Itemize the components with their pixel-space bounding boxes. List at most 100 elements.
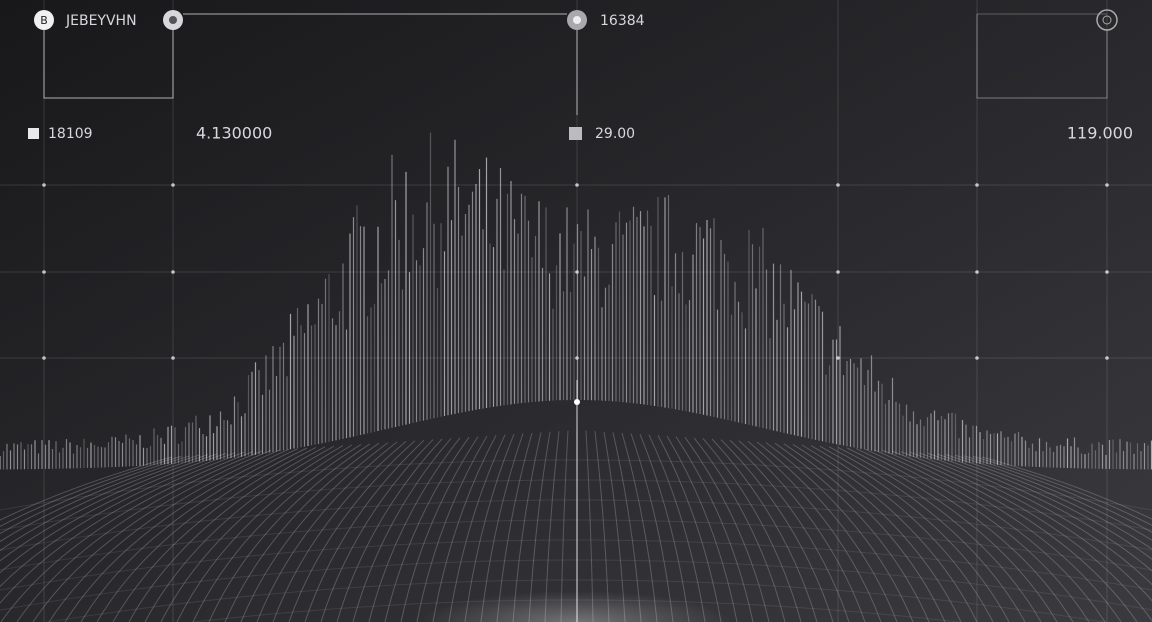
- floor-arc: [0, 499, 1152, 551]
- floor-line: [765, 442, 914, 622]
- floor-line: [0, 454, 209, 552]
- grid-dot: [42, 183, 46, 187]
- floor-line: [684, 436, 770, 622]
- floor-line: [0, 455, 182, 528]
- icon[interactable]: [34, 10, 54, 30]
- floor-line: [96, 447, 308, 622]
- floor-line: [0, 454, 200, 543]
- grid-dot: [1105, 183, 1109, 187]
- icon-glyph: [573, 16, 581, 24]
- grid-dot: [836, 270, 840, 274]
- floor-line: [810, 445, 994, 622]
- floor-line: [80, 448, 299, 622]
- header-code: 16384: [600, 13, 645, 29]
- frame: [976, 14, 1108, 99]
- floor-line: [16, 450, 263, 622]
- floor-line: [729, 439, 850, 622]
- floor-line: [304, 439, 425, 622]
- icon: [569, 127, 582, 140]
- floor-line: [909, 451, 1152, 602]
- floor-line: [336, 438, 443, 622]
- floor-line: [400, 436, 479, 622]
- grid-dot: [975, 270, 979, 274]
- floor-line: [0, 456, 173, 521]
- icon-glyph: [1102, 15, 1112, 25]
- floor-line: [208, 443, 371, 622]
- grid-dot: [171, 183, 175, 187]
- floor-line: [927, 452, 1152, 572]
- grid-dot: [975, 183, 979, 187]
- floor-line: [945, 454, 1152, 550]
- floor-line: [882, 449, 1122, 622]
- floor-line: [747, 441, 882, 622]
- floor-line: [160, 445, 344, 622]
- floor-line: [0, 453, 218, 562]
- floor-line: [855, 448, 1074, 622]
- settings-icon[interactable]: [1096, 9, 1118, 31]
- waveform: [0, 132, 1152, 470]
- grid-dot: [1105, 356, 1109, 360]
- floor-line: [32, 449, 272, 622]
- floor-line: [272, 441, 407, 622]
- floor-line: [112, 446, 317, 622]
- floor-line: [224, 442, 380, 622]
- floor-line: [774, 442, 930, 622]
- floor-line: [192, 443, 362, 622]
- floor-line: [756, 441, 898, 622]
- header-title: JEBEYVHN: [65, 13, 137, 29]
- grid-dot: [836, 183, 840, 187]
- floor-line: [176, 444, 353, 622]
- floor-line: [711, 438, 818, 622]
- frame-lines: [43, 13, 1108, 115]
- floor-line: [0, 451, 245, 604]
- floor-line: [918, 452, 1152, 586]
- floor-line: [819, 445, 1010, 622]
- floor-line: [873, 449, 1106, 622]
- icon: [28, 128, 39, 139]
- floor-line: [64, 448, 290, 622]
- floor-line: [693, 437, 786, 622]
- floor-line: [864, 448, 1090, 622]
- stat: 4.130000: [196, 124, 272, 143]
- floor-line: [48, 449, 281, 622]
- floor-line: [702, 438, 802, 622]
- floor-line: [288, 440, 416, 622]
- floor-arc: [0, 519, 1152, 571]
- icon-glyph: B: [40, 14, 48, 27]
- floor-line: [384, 436, 470, 622]
- floor-line: [0, 452, 227, 574]
- stat: 18109: [48, 126, 93, 142]
- floor-line: [352, 438, 452, 622]
- floor-line: [981, 456, 1152, 520]
- floor-line: [801, 444, 978, 622]
- floor-line: [936, 453, 1152, 560]
- stat: 119.000: [1067, 124, 1133, 143]
- floor-line: [240, 442, 389, 622]
- floor-line: [891, 450, 1138, 622]
- grid-dot: [171, 270, 175, 274]
- floor-line: [828, 446, 1026, 622]
- frame: [43, 28, 174, 99]
- floor-line: [256, 441, 398, 622]
- floor-lines: [0, 430, 1152, 622]
- grid-dot: [575, 183, 579, 187]
- floor-line: [900, 451, 1152, 622]
- stat: 29.00: [595, 126, 635, 142]
- floor-line: [963, 455, 1152, 533]
- floor-arc: [0, 459, 1152, 511]
- glow: [420, 560, 732, 622]
- floor-line: [837, 446, 1042, 622]
- floor-arc: [0, 479, 1152, 531]
- grid-dot: [1105, 270, 1109, 274]
- grid-dot: [42, 270, 46, 274]
- floor-arc: [0, 539, 1152, 591]
- floor-line: [972, 455, 1152, 526]
- floor-line: [368, 437, 461, 622]
- floor-line: [792, 443, 962, 622]
- grid-dot: [42, 356, 46, 360]
- floor-line: [954, 454, 1152, 541]
- floor-line: [0, 452, 236, 588]
